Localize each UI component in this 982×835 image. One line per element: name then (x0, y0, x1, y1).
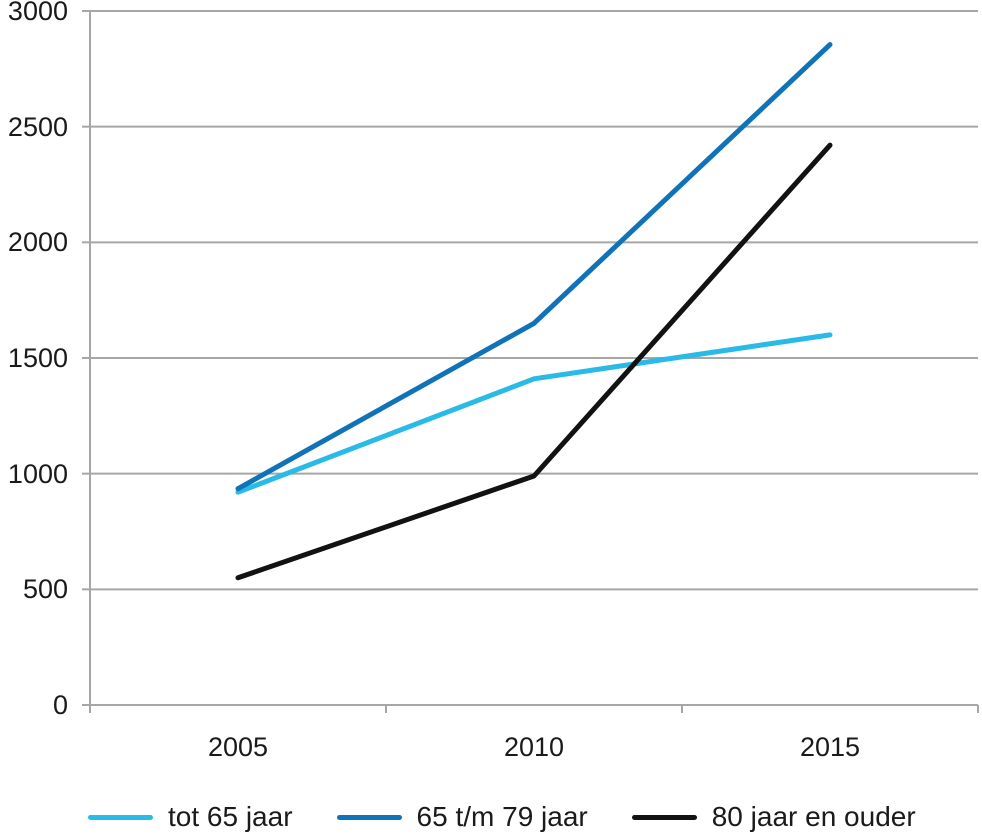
legend-label: 65 t/m 79 jaar (416, 801, 588, 832)
legend-item: 65 t/m 79 jaar (336, 801, 588, 833)
y-tick-label: 0 (52, 690, 68, 720)
y-tick-label: 2000 (7, 227, 68, 258)
legend-swatch-line-icon (336, 814, 402, 820)
y-tick-label: 1000 (7, 458, 68, 489)
series-line-tot-65-jaar (235, 332, 833, 495)
y-tick-label: 1500 (7, 343, 68, 373)
x-tick-label: 2005 (207, 732, 269, 762)
legend-item: tot 65 jaar (88, 801, 293, 833)
legend-swatch-line-icon (88, 814, 153, 820)
y-tick-label: 500 (22, 574, 68, 605)
series-line-65-t-m-79-jaar (235, 42, 833, 492)
legend-label: tot 65 jaar (168, 801, 293, 832)
x-tick-label: 2010 (503, 732, 565, 762)
legend-swatch-line-icon (631, 814, 697, 820)
series-line-80-jaar-en-ouder (235, 142, 833, 581)
legend-label: 80 jaar en ouder (711, 801, 916, 832)
x-tick-label: 2015 (799, 732, 861, 762)
legend-item: 80 jaar en ouder (631, 801, 916, 833)
y-tick-label: 3000 (7, 0, 68, 26)
chart-legend: tot 65 jaar 65 t/m 79 jaar 80 jaar en oude… (88, 801, 916, 833)
y-tick-label: 2500 (7, 111, 68, 142)
